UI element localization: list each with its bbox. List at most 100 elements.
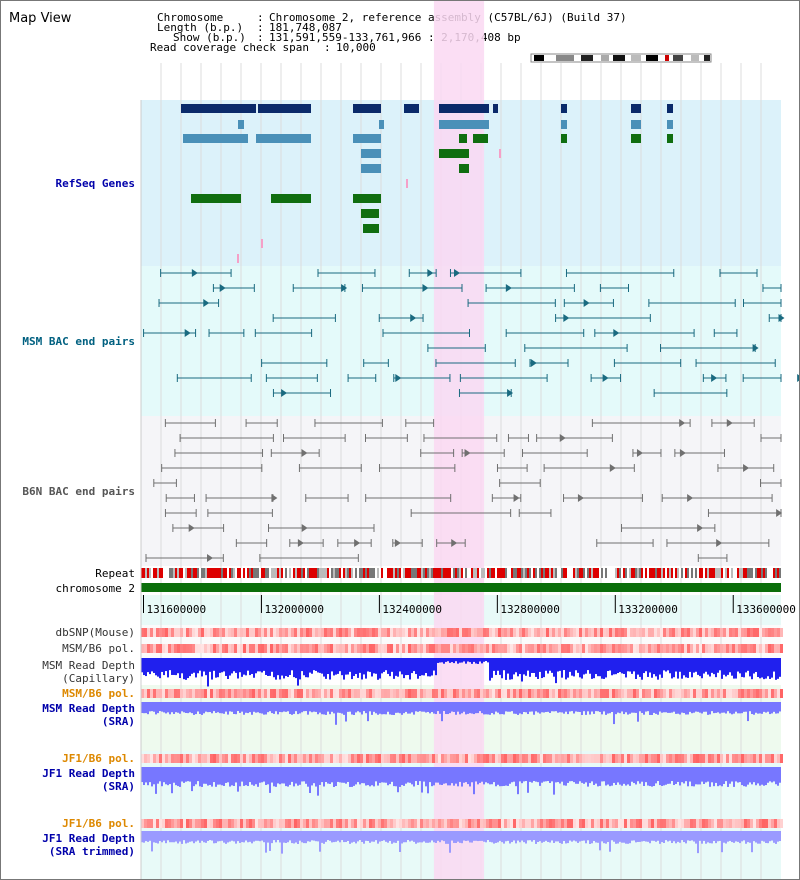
track-label-jf1-b6-pol-1[interactable]: JF1/B6 pol. bbox=[62, 752, 135, 765]
msm-sra-depth-bar bbox=[335, 702, 337, 725]
jf1-b6-pol-strip bbox=[468, 754, 471, 763]
msm-capillary-depth-bar bbox=[209, 658, 211, 672]
repeat-feature bbox=[581, 568, 583, 578]
refseq-gene bbox=[404, 104, 419, 113]
track-label-msm-bac[interactable]: MSM BAC end pairs bbox=[22, 335, 135, 348]
dbsnp-strip bbox=[465, 628, 468, 637]
msm-sra-depth-bar bbox=[419, 702, 421, 712]
jf1-b6-pol-strip bbox=[186, 754, 189, 763]
jf1-sra-depth-bar bbox=[491, 767, 493, 785]
msm-capillary-depth-bar bbox=[649, 658, 651, 673]
track-label-jf1-depth-sra[interactable]: JF1 Read Depth bbox=[42, 767, 135, 780]
jf1-trim-depth-bar bbox=[459, 831, 461, 843]
repeat-feature bbox=[741, 568, 743, 578]
jf1-sra-depth-bar bbox=[247, 767, 249, 787]
jf1-trim-depth-bar bbox=[527, 831, 529, 841]
jf1-sra-depth-bar bbox=[417, 767, 419, 785]
track-label-refseq[interactable]: RefSeq Genes bbox=[55, 177, 135, 190]
track-label-dbsnp[interactable]: dbSNP(Mouse) bbox=[55, 626, 135, 639]
track-label-b6n-bac[interactable]: B6N BAC end pairs bbox=[22, 485, 135, 498]
jf1-trim-depth-bar bbox=[539, 831, 541, 842]
jf1-sra-depth-bar bbox=[559, 767, 561, 784]
msm-b6-pol-strip-2 bbox=[261, 689, 264, 698]
msm-capillary-depth-bar bbox=[237, 658, 239, 679]
msm-b6-pol-strip-2 bbox=[504, 689, 507, 698]
msm-sra-depth-bar bbox=[759, 702, 761, 714]
msm-b6-pol-strip bbox=[420, 644, 423, 653]
dbsnp-strip bbox=[735, 628, 738, 637]
jf1-b6-pol-strip bbox=[489, 754, 492, 763]
track-label-repeat[interactable]: Repeat bbox=[95, 567, 135, 580]
msm-capillary-depth-bar bbox=[369, 658, 371, 672]
jf1-sra-depth-bar bbox=[585, 767, 587, 783]
msm-sra-depth-bar bbox=[677, 702, 679, 714]
jf1-trim-depth-bar bbox=[471, 831, 473, 843]
msm-sra-depth-bar bbox=[313, 702, 315, 712]
jf1-sra-depth-bar bbox=[325, 767, 327, 782]
dbsnp-strip bbox=[291, 628, 294, 637]
jf1-b6-pol-strip-2 bbox=[297, 819, 300, 828]
jf1-b6-pol-strip bbox=[321, 754, 324, 763]
msm-sra-depth-bar bbox=[253, 702, 255, 712]
jf1-sra-depth-bar bbox=[519, 767, 521, 782]
msm-b6-pol-strip bbox=[774, 644, 777, 653]
track-label-msm-depth-cap[interactable]: MSM Read Depth bbox=[42, 659, 135, 672]
jf1-trim-depth-bar bbox=[631, 831, 633, 841]
repeat-feature bbox=[507, 568, 509, 578]
msm-b6-pol-strip-2 bbox=[687, 689, 690, 698]
jf1-b6-pol-strip-2 bbox=[636, 819, 639, 828]
msm-b6-pol-strip-2 bbox=[201, 689, 204, 698]
track-label-msm-b6-pol-1[interactable]: MSM/B6 pol. bbox=[62, 642, 135, 655]
jf1-b6-pol-strip-2 bbox=[435, 819, 438, 828]
track-label-msm-b6-pol-2[interactable]: MSM/B6 pol. bbox=[62, 687, 135, 700]
jf1-trim-depth-bar bbox=[157, 831, 159, 844]
track-label-jf1-depth-trim[interactable]: JF1 Read Depth bbox=[42, 832, 135, 845]
refseq-gene bbox=[439, 104, 489, 113]
msm-b6-pol-strip-2 bbox=[414, 689, 417, 698]
msm-b6-pol-strip bbox=[522, 644, 525, 653]
msm-b6-pol-strip bbox=[333, 644, 336, 653]
repeat-feature bbox=[441, 568, 443, 578]
b6n-bac-pair-arrow bbox=[206, 554, 213, 562]
jf1-trim-depth-bar bbox=[499, 831, 501, 841]
msm-capillary-depth-bar bbox=[291, 658, 293, 671]
repeat-feature bbox=[153, 568, 155, 578]
jf1-sra-depth-bar bbox=[739, 767, 741, 783]
jf1-b6-pol-strip bbox=[411, 754, 414, 763]
track-label-jf1-b6-pol-2[interactable]: JF1/B6 pol. bbox=[62, 817, 135, 830]
msm-b6-pol-strip-2 bbox=[765, 689, 768, 698]
msm-capillary-depth-bar bbox=[609, 658, 611, 671]
msm-capillary-depth-bar bbox=[307, 658, 309, 678]
jf1-sra-depth-bar bbox=[335, 767, 337, 787]
jf1-sra-depth-bar bbox=[681, 767, 683, 783]
msm-capillary-depth-bar bbox=[561, 658, 563, 678]
repeat-feature bbox=[243, 568, 245, 578]
msm-b6-pol-strip bbox=[615, 644, 618, 653]
jf1-trim-depth-bar bbox=[277, 831, 279, 841]
msm-b6-pol-strip bbox=[714, 644, 717, 653]
track-label-msm-depth-sra[interactable]: MSM Read Depth bbox=[42, 702, 135, 715]
jf1-b6-pol-strip bbox=[414, 754, 417, 763]
msm-b6-pol-strip bbox=[252, 644, 255, 653]
jf1-b6-pol-strip bbox=[297, 754, 300, 763]
jf1-b6-pol-strip-2 bbox=[717, 819, 720, 828]
jf1-sra-depth-bar bbox=[399, 767, 401, 787]
jf1-trim-depth-bar bbox=[235, 831, 237, 844]
msm-sra-depth-bar bbox=[217, 702, 219, 713]
jf1-b6-pol-strip-2 bbox=[711, 819, 714, 828]
msm-b6-pol-strip-2 bbox=[297, 689, 300, 698]
msm-sra-depth-bar bbox=[245, 702, 247, 713]
msm-sra-depth-bar bbox=[597, 702, 599, 712]
msm-b6-pol-strip bbox=[426, 644, 429, 653]
jf1-b6-pol-strip-2 bbox=[483, 819, 486, 828]
jf1-sra-depth-bar bbox=[151, 767, 153, 787]
msm-capillary-depth-bar bbox=[329, 658, 331, 680]
jf1-sra-depth-bar bbox=[447, 767, 449, 786]
msm-capillary-depth-bar bbox=[411, 658, 413, 674]
repeat-feature bbox=[761, 568, 763, 578]
repeat-feature bbox=[225, 568, 227, 578]
msm-capillary-depth-bar bbox=[671, 658, 673, 679]
jf1-sra-depth-bar bbox=[705, 767, 707, 783]
dbsnp-strip bbox=[513, 628, 516, 637]
